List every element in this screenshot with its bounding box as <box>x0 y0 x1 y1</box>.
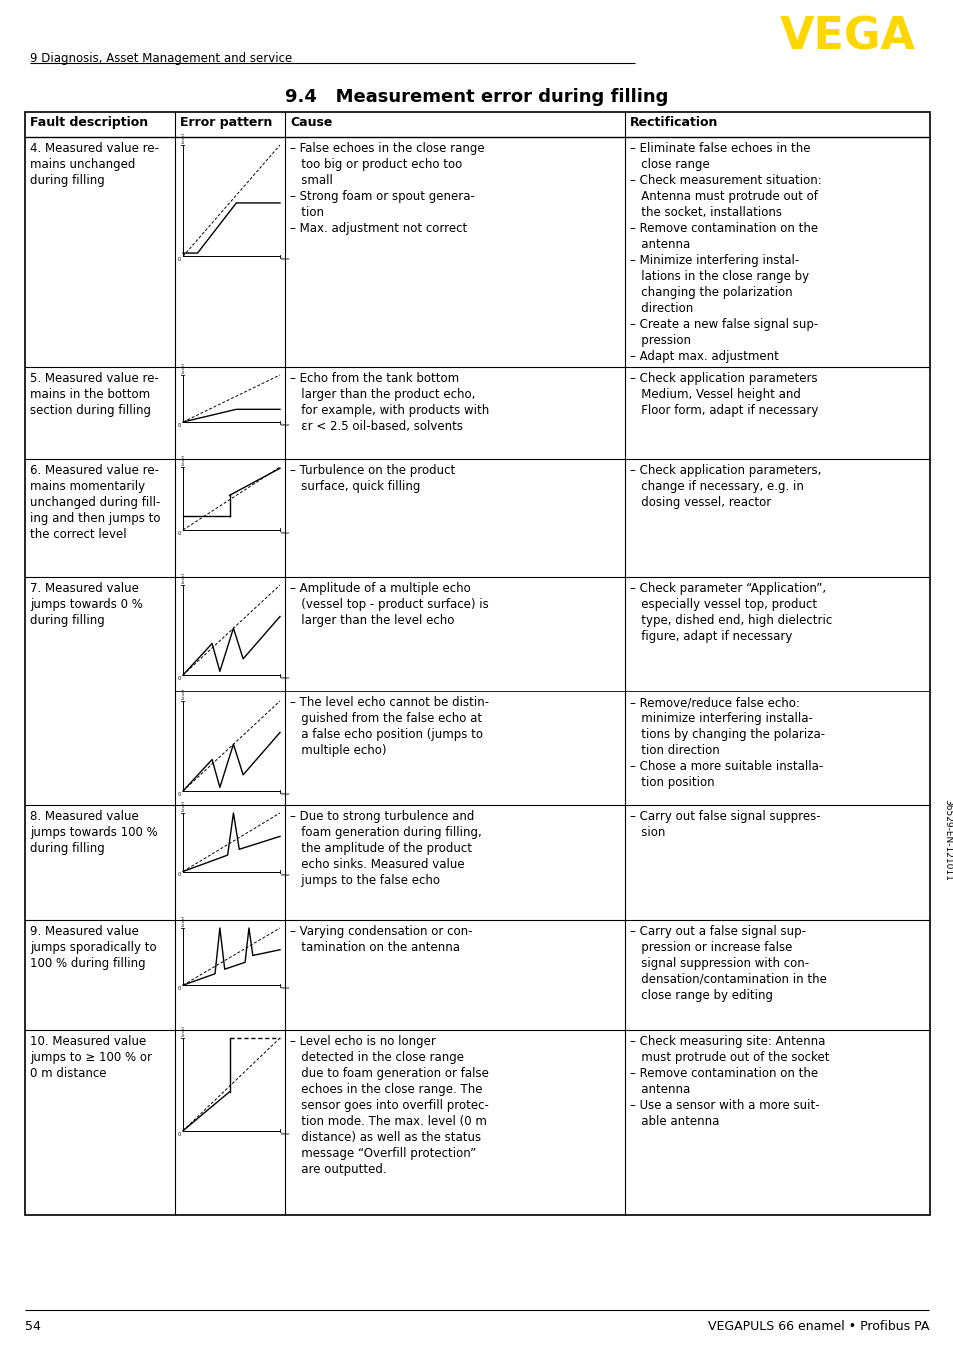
Text: 0: 0 <box>177 872 181 877</box>
Text: – Due to strong turbulence and
   foam generation during filling,
   the amplitu: – Due to strong turbulence and foam gene… <box>290 810 481 887</box>
Text: Level: Level <box>182 1025 186 1036</box>
Text: VEGAPULS 66 enamel • Profibus PA: VEGAPULS 66 enamel • Profibus PA <box>707 1320 928 1332</box>
Text: time: time <box>281 792 290 796</box>
Text: 9 Diagnosis, Asset Management and service: 9 Diagnosis, Asset Management and servic… <box>30 51 292 65</box>
Text: 0: 0 <box>177 422 181 428</box>
Text: – Eliminate false echoes in the
   close range
– Check measurement situation:
  : – Eliminate false echoes in the close ra… <box>629 142 821 363</box>
Text: – Carry out false signal suppres-
   sion: – Carry out false signal suppres- sion <box>629 810 820 839</box>
Text: Level: Level <box>182 688 186 699</box>
Text: – Check measuring site: Antenna
   must protrude out of the socket
– Remove cont: – Check measuring site: Antenna must pro… <box>629 1034 828 1128</box>
Text: VEGA: VEGA <box>780 15 915 58</box>
Text: time: time <box>281 257 290 261</box>
Text: – Remove/reduce false echo:
   minimize interfering installa-
   tions by changi: – Remove/reduce false echo: minimize int… <box>629 696 824 789</box>
Text: Level: Level <box>182 363 186 372</box>
Text: Level: Level <box>182 915 186 926</box>
Text: Rectification: Rectification <box>629 116 718 129</box>
Text: Level: Level <box>182 133 186 144</box>
Text: – Amplitude of a multiple echo
   (vessel top - product surface) is
   larger th: – Amplitude of a multiple echo (vessel t… <box>290 582 488 627</box>
Text: Level: Level <box>182 454 186 464</box>
Text: – Carry out a false signal sup-
   pression or increase false
   signal suppress: – Carry out a false signal sup- pression… <box>629 925 826 1002</box>
Text: 8. Measured value
jumps towards 100 %
during filling: 8. Measured value jumps towards 100 % du… <box>30 810 157 854</box>
Text: time: time <box>281 1132 290 1136</box>
Text: 6. Measured value re-
mains momentarily
unchanged during fill-
ing and then jump: 6. Measured value re- mains momentarily … <box>30 464 160 542</box>
Text: 0: 0 <box>177 676 181 681</box>
Text: time: time <box>281 422 290 427</box>
Text: 7. Measured value
jumps towards 0 %
during filling: 7. Measured value jumps towards 0 % duri… <box>30 582 143 627</box>
Text: – Check application parameters
   Medium, Vessel height and
   Floor form, adapt: – Check application parameters Medium, V… <box>629 372 818 417</box>
Text: 54: 54 <box>25 1320 41 1332</box>
Text: – The level echo cannot be distin-
   guished from the false echo at
   a false : – The level echo cannot be distin- guish… <box>290 696 489 757</box>
Text: Fault description: Fault description <box>30 116 148 129</box>
Text: time: time <box>281 872 290 876</box>
Text: time: time <box>281 986 290 990</box>
Text: – Check application parameters,
   change if necessary, e.g. in
   dosing vessel: – Check application parameters, change i… <box>629 464 821 509</box>
Text: 0: 0 <box>177 531 181 536</box>
Text: Level: Level <box>182 573 186 584</box>
Text: Error pattern: Error pattern <box>180 116 273 129</box>
Text: 0: 0 <box>177 792 181 798</box>
Text: 0: 0 <box>177 257 181 263</box>
Text: 9. Measured value
jumps sporadically to
100 % during filling: 9. Measured value jumps sporadically to … <box>30 925 156 969</box>
Text: – False echoes in the close range
   too big or product echo too
   small
– Stro: – False echoes in the close range too bi… <box>290 142 484 236</box>
Text: 0: 0 <box>177 986 181 991</box>
Text: 4. Measured value re-
mains unchanged
during filling: 4. Measured value re- mains unchanged du… <box>30 142 159 187</box>
Bar <box>25 112 929 1215</box>
Text: Level: Level <box>182 800 186 811</box>
Text: 36529-EN-121011: 36529-EN-121011 <box>943 799 951 881</box>
Text: 5. Measured value re-
mains in the bottom
section during filling: 5. Measured value re- mains in the botto… <box>30 372 159 417</box>
Text: 10. Measured value
jumps to ≥ 100 % or
0 m distance: 10. Measured value jumps to ≥ 100 % or 0… <box>30 1034 152 1080</box>
Text: 9.4   Measurement error during filling: 9.4 Measurement error during filling <box>285 88 668 106</box>
Text: – Level echo is no longer
   detected in the close range
   due to foam generati: – Level echo is no longer detected in th… <box>290 1034 488 1177</box>
Text: 0: 0 <box>177 1132 181 1137</box>
Text: – Echo from the tank bottom
   larger than the product echo,
   for example, wit: – Echo from the tank bottom larger than … <box>290 372 489 433</box>
Text: time: time <box>281 676 290 680</box>
Text: time: time <box>281 531 290 535</box>
Text: Cause: Cause <box>290 116 332 129</box>
Text: – Check parameter “Application”,
   especially vessel top, product
   type, dish: – Check parameter “Application”, especia… <box>629 582 831 643</box>
Text: – Varying condensation or con-
   tamination on the antenna: – Varying condensation or con- taminatio… <box>290 925 472 955</box>
Text: – Turbulence on the product
   surface, quick filling: – Turbulence on the product surface, qui… <box>290 464 455 493</box>
